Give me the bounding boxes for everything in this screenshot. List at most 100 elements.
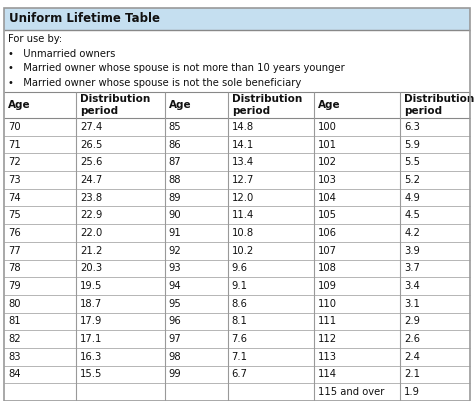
Text: 93: 93 — [169, 263, 182, 273]
Text: 7.1: 7.1 — [232, 352, 248, 362]
Text: 84: 84 — [8, 369, 20, 379]
Text: 92: 92 — [169, 246, 182, 256]
Text: 18.7: 18.7 — [80, 299, 102, 309]
Text: 85: 85 — [169, 122, 182, 132]
Text: 71: 71 — [8, 140, 21, 150]
Text: 97: 97 — [169, 334, 182, 344]
Text: 70: 70 — [8, 122, 21, 132]
Text: 2.9: 2.9 — [404, 316, 420, 326]
Text: Distribution
period: Distribution period — [404, 94, 474, 116]
Text: 105: 105 — [318, 210, 337, 220]
Text: 115 and over: 115 and over — [318, 387, 384, 397]
Text: 8.1: 8.1 — [232, 316, 247, 326]
Text: 89: 89 — [169, 192, 182, 203]
Text: Age: Age — [8, 100, 31, 110]
Text: 2.1: 2.1 — [404, 369, 420, 379]
Text: 98: 98 — [169, 352, 182, 362]
Text: 24.7: 24.7 — [80, 175, 102, 185]
Text: 4.5: 4.5 — [404, 210, 420, 220]
Text: 78: 78 — [8, 263, 21, 273]
Text: 94: 94 — [169, 281, 182, 291]
Text: For use by:: For use by: — [8, 34, 62, 45]
Text: 87: 87 — [169, 157, 182, 167]
Text: 27.4: 27.4 — [80, 122, 102, 132]
Text: 26.5: 26.5 — [80, 140, 102, 150]
Text: 12.0: 12.0 — [232, 192, 254, 203]
Text: 5.9: 5.9 — [404, 140, 420, 150]
Text: 4.9: 4.9 — [404, 192, 420, 203]
Text: 102: 102 — [318, 157, 337, 167]
Text: 6.3: 6.3 — [404, 122, 420, 132]
Text: 2.4: 2.4 — [404, 352, 420, 362]
Text: 81: 81 — [8, 316, 21, 326]
Text: 20.3: 20.3 — [80, 263, 102, 273]
Text: 111: 111 — [318, 316, 337, 326]
Text: 8.6: 8.6 — [232, 299, 247, 309]
Text: 9.1: 9.1 — [232, 281, 248, 291]
Text: 10.2: 10.2 — [232, 246, 254, 256]
Text: 79: 79 — [8, 281, 21, 291]
Text: 104: 104 — [318, 192, 337, 203]
Text: 13.4: 13.4 — [232, 157, 254, 167]
Text: 22.9: 22.9 — [80, 210, 102, 220]
Text: 15.5: 15.5 — [80, 369, 102, 379]
Text: 74: 74 — [8, 192, 21, 203]
Text: 114: 114 — [318, 369, 337, 379]
Text: 5.5: 5.5 — [404, 157, 420, 167]
Text: 3.7: 3.7 — [404, 263, 420, 273]
Text: 109: 109 — [318, 281, 337, 291]
Text: 106: 106 — [318, 228, 337, 238]
Text: 103: 103 — [318, 175, 337, 185]
Text: Age: Age — [318, 100, 340, 110]
Bar — [4, 8, 470, 30]
Text: 7.6: 7.6 — [232, 334, 248, 344]
Text: 9.6: 9.6 — [232, 263, 248, 273]
Text: 14.1: 14.1 — [232, 140, 254, 150]
Text: 101: 101 — [318, 140, 337, 150]
Text: 3.9: 3.9 — [404, 246, 420, 256]
Text: 96: 96 — [169, 316, 182, 326]
Text: •   Married owner whose spouse is not more than 10 years younger: • Married owner whose spouse is not more… — [8, 63, 345, 73]
Text: 25.6: 25.6 — [80, 157, 102, 167]
Text: 80: 80 — [8, 299, 20, 309]
Text: 107: 107 — [318, 246, 337, 256]
Text: 2.6: 2.6 — [404, 334, 420, 344]
Text: •   Unmarried owners: • Unmarried owners — [8, 49, 115, 59]
Text: Uniform Lifetime Table: Uniform Lifetime Table — [9, 12, 160, 26]
Text: 76: 76 — [8, 228, 21, 238]
Text: 4.2: 4.2 — [404, 228, 420, 238]
Text: 82: 82 — [8, 334, 21, 344]
Text: 1.9: 1.9 — [404, 387, 420, 397]
Text: 3.4: 3.4 — [404, 281, 420, 291]
Text: 6.7: 6.7 — [232, 369, 248, 379]
Text: 23.8: 23.8 — [80, 192, 102, 203]
Text: 72: 72 — [8, 157, 21, 167]
Text: 77: 77 — [8, 246, 21, 256]
Text: 110: 110 — [318, 299, 337, 309]
Text: 3.1: 3.1 — [404, 299, 420, 309]
Text: 88: 88 — [169, 175, 181, 185]
Text: 14.8: 14.8 — [232, 122, 254, 132]
Text: 86: 86 — [169, 140, 182, 150]
Text: 112: 112 — [318, 334, 337, 344]
Text: 16.3: 16.3 — [80, 352, 102, 362]
Text: 73: 73 — [8, 175, 21, 185]
Text: 12.7: 12.7 — [232, 175, 254, 185]
Text: 99: 99 — [169, 369, 182, 379]
Text: 75: 75 — [8, 210, 21, 220]
Text: 21.2: 21.2 — [80, 246, 102, 256]
Text: 17.9: 17.9 — [80, 316, 102, 326]
Text: •   Married owner whose spouse is not the sole beneficiary: • Married owner whose spouse is not the … — [8, 78, 301, 88]
Text: 17.1: 17.1 — [80, 334, 102, 344]
Text: 19.5: 19.5 — [80, 281, 102, 291]
Text: 108: 108 — [318, 263, 337, 273]
Text: 10.8: 10.8 — [232, 228, 254, 238]
Text: 95: 95 — [169, 299, 182, 309]
Text: 11.4: 11.4 — [232, 210, 254, 220]
Text: 22.0: 22.0 — [80, 228, 102, 238]
Text: Distribution
period: Distribution period — [232, 94, 302, 116]
Text: 91: 91 — [169, 228, 182, 238]
Text: 113: 113 — [318, 352, 337, 362]
Text: 5.2: 5.2 — [404, 175, 420, 185]
Text: 83: 83 — [8, 352, 20, 362]
